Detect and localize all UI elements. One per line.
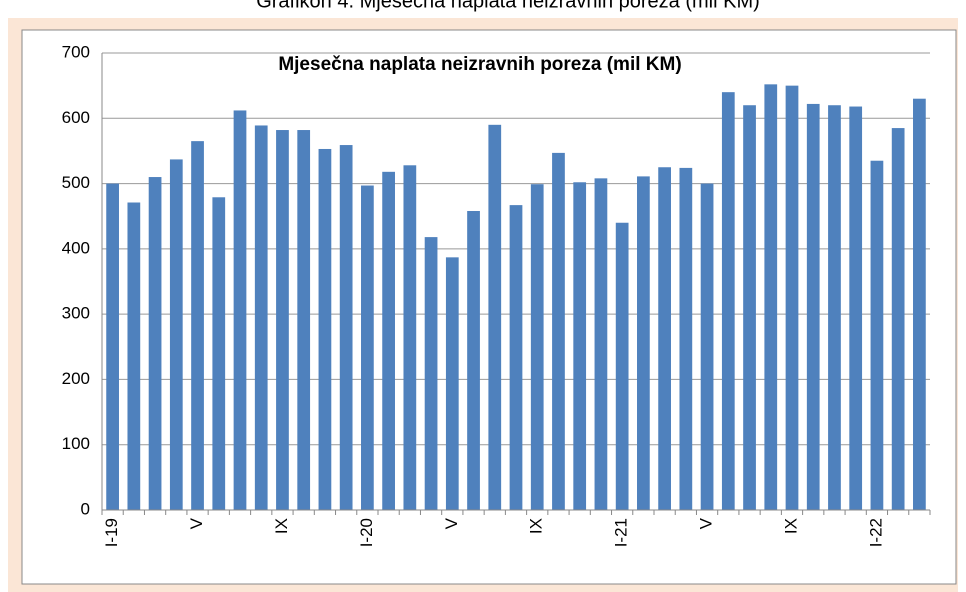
bar (615, 222, 629, 510)
x-tick-label: IX (781, 518, 800, 534)
x-tick-label: IX (527, 518, 546, 534)
bar (467, 210, 480, 510)
bar (148, 177, 162, 511)
bar (891, 128, 905, 511)
bar (764, 84, 778, 510)
bar (233, 110, 247, 511)
bar (573, 182, 587, 510)
bar (700, 183, 714, 511)
y-tick-label: 300 (62, 304, 90, 323)
bar (318, 148, 332, 510)
bar (403, 165, 417, 510)
bar (785, 85, 799, 511)
bar (530, 184, 544, 510)
bar (276, 130, 289, 510)
x-tick-label: I-20 (357, 518, 376, 547)
bar (679, 167, 693, 510)
bar (658, 167, 671, 510)
bar (382, 171, 395, 510)
bar (828, 105, 841, 510)
bar (509, 205, 523, 510)
y-tick-label: 700 (62, 42, 90, 61)
bar (870, 160, 884, 510)
x-tick-label: IX (272, 518, 291, 534)
x-tick-label: V (442, 517, 461, 529)
bar (743, 105, 756, 510)
bar (594, 178, 608, 510)
bar (806, 103, 820, 511)
bar (106, 183, 119, 511)
bar (212, 197, 226, 510)
bar (913, 98, 926, 510)
y-tick-label: 100 (62, 434, 90, 453)
bar (297, 130, 311, 510)
bar (339, 145, 353, 510)
caption: Grafikon 4. Mjesečna naplata neizravnih … (256, 0, 760, 12)
x-tick-label: I-19 (102, 518, 121, 547)
bar (191, 141, 204, 510)
bar (637, 176, 650, 510)
x-tick-label: I-21 (612, 518, 631, 547)
y-tick-label: 400 (62, 238, 90, 257)
bar (361, 185, 374, 510)
bar (488, 124, 502, 511)
x-tick-label: V (697, 517, 716, 529)
bar (254, 125, 268, 511)
y-tick-label: 200 (62, 369, 90, 388)
y-tick-label: 500 (62, 173, 90, 192)
bar (127, 202, 141, 511)
bar (721, 92, 735, 511)
bar (552, 152, 565, 510)
bar (424, 237, 438, 510)
bar (445, 257, 459, 510)
y-tick-label: 0 (81, 499, 90, 518)
x-tick-label: V (187, 517, 206, 529)
chart-title: Mjesečna naplata neizravnih poreza (mil … (278, 54, 681, 75)
y-tick-label: 600 (62, 108, 90, 127)
bar (169, 159, 183, 510)
bar (849, 106, 863, 510)
x-tick-label: I-22 (866, 518, 885, 547)
